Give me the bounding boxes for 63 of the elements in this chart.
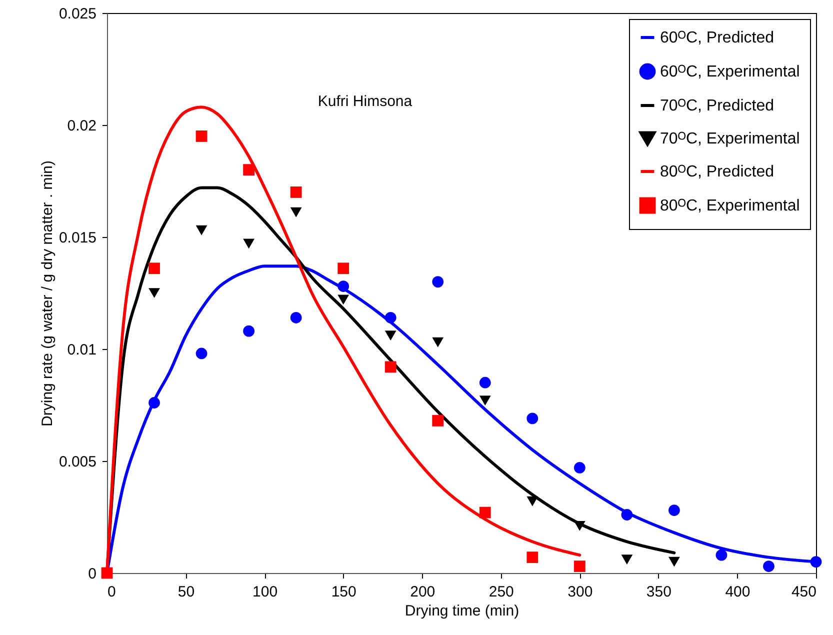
point	[290, 207, 302, 218]
x-tick-label: 400	[725, 584, 750, 600]
x-tick-label: 300	[568, 584, 593, 600]
y-axis-title: Drying rate (g water / g dry matter . min)	[38, 160, 56, 426]
point	[621, 554, 633, 564]
point	[574, 560, 586, 572]
point	[574, 521, 586, 531]
point	[479, 506, 491, 518]
point	[384, 312, 396, 324]
point	[196, 130, 208, 142]
point	[384, 361, 396, 373]
point	[290, 186, 302, 198]
point	[148, 397, 160, 408]
point	[338, 294, 350, 305]
y-tick-label: 0.005	[58, 454, 96, 470]
point	[716, 549, 728, 561]
legend-label: 70ᴼC, Predicted	[660, 98, 774, 114]
point	[148, 288, 160, 298]
point	[243, 238, 254, 249]
y-tick-label: 0.025	[58, 6, 96, 22]
point	[668, 556, 680, 567]
legend-label: 60ᴼC, Experimental	[660, 64, 800, 80]
x-tick-label: 150	[331, 584, 356, 600]
point	[196, 225, 208, 236]
point	[432, 337, 444, 348]
x-tick-label: 450	[791, 584, 816, 600]
annotation: Kufri Himsona	[318, 93, 413, 110]
y-tick-label: 0.015	[58, 230, 96, 246]
point	[290, 312, 302, 324]
x-tick-label: 350	[646, 584, 672, 600]
x-tick-label: 50	[178, 584, 195, 600]
point	[526, 552, 538, 564]
point	[243, 164, 254, 176]
y-tick-label: 0.01	[67, 342, 96, 358]
x-tick-label: 250	[488, 584, 514, 600]
point	[101, 567, 113, 579]
point	[243, 325, 254, 337]
legend-label: 80ᴼC, Predicted	[660, 164, 774, 180]
legend-label: 70ᴼC, Experimental	[660, 130, 800, 148]
point	[384, 330, 396, 340]
point	[338, 280, 350, 292]
point	[479, 396, 491, 406]
y-tick-label: 0	[88, 566, 96, 582]
point	[574, 462, 586, 474]
point	[479, 376, 491, 388]
x-tick-label: 0	[108, 584, 116, 600]
point	[810, 556, 822, 568]
point	[621, 509, 633, 520]
point	[432, 414, 444, 426]
point	[526, 496, 538, 506]
point	[196, 348, 208, 360]
x-tick-label: 100	[252, 584, 278, 600]
point	[432, 276, 444, 288]
point	[148, 262, 160, 274]
y-tick-label: 0.02	[67, 118, 96, 134]
legend-label: 60ᴼC, Predicted	[660, 30, 774, 46]
point	[526, 412, 538, 424]
point	[338, 262, 350, 274]
point	[763, 560, 774, 572]
point	[668, 504, 680, 516]
x-axis-title: Drying time (min)	[404, 602, 520, 620]
legend-label: 80ᴼC, Experimental	[660, 198, 800, 214]
x-tick-label: 200	[410, 584, 436, 600]
